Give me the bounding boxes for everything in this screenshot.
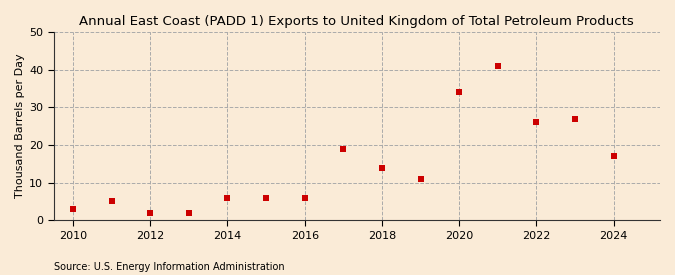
Point <box>184 211 194 215</box>
Point <box>570 116 580 121</box>
Point <box>299 196 310 200</box>
Point <box>145 211 156 215</box>
Point <box>261 196 271 200</box>
Point <box>222 196 233 200</box>
Point <box>68 207 78 211</box>
Point <box>106 199 117 204</box>
Title: Annual East Coast (PADD 1) Exports to United Kingdom of Total Petroleum Products: Annual East Coast (PADD 1) Exports to Un… <box>80 15 634 28</box>
Point <box>608 154 619 158</box>
Point <box>415 177 426 181</box>
Point <box>454 90 464 94</box>
Point <box>492 64 503 68</box>
Point <box>338 147 349 151</box>
Y-axis label: Thousand Barrels per Day: Thousand Barrels per Day <box>15 54 25 199</box>
Point <box>531 120 542 125</box>
Text: Source: U.S. Energy Information Administration: Source: U.S. Energy Information Administ… <box>54 262 285 272</box>
Point <box>377 165 387 170</box>
